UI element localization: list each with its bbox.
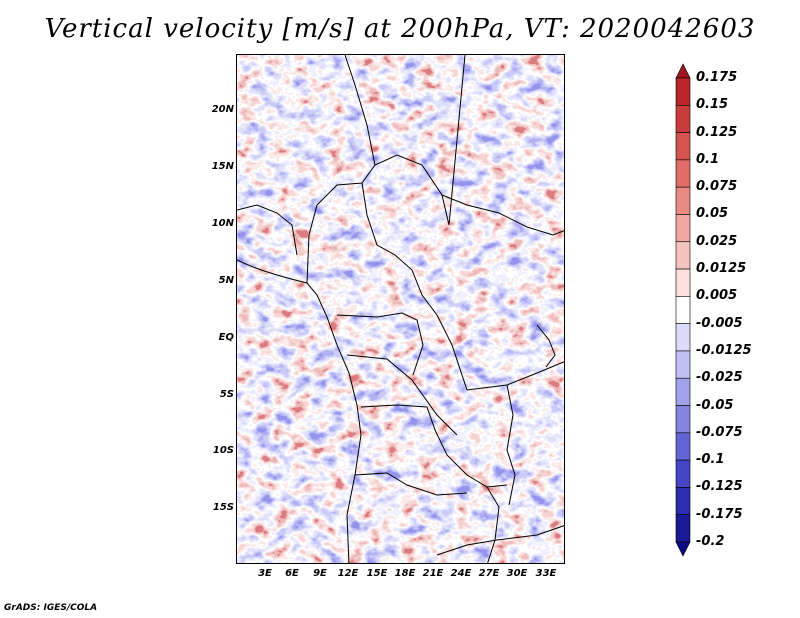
lat-tick-label: 20N <box>211 104 234 115</box>
velocity-field-map <box>237 55 564 563</box>
colorbar-tick-label: 0.0125 <box>696 261 747 277</box>
colorbar-cell <box>675 186 691 215</box>
lon-tick-label: 30E <box>506 568 528 579</box>
colorbar-tick-label: -0.005 <box>696 315 743 331</box>
colorbar-tick-label: -0.075 <box>696 424 743 440</box>
country-borders <box>237 55 564 563</box>
border <box>436 525 564 556</box>
colorbar-tick-label: -0.0125 <box>696 342 752 358</box>
lat-tick-label: 5N <box>218 275 234 286</box>
border <box>441 194 564 236</box>
colorbar-tick-label: -0.125 <box>696 479 743 495</box>
colorbar-tick-label: 0.075 <box>696 179 738 195</box>
colorbar-cell <box>675 268 691 297</box>
border <box>374 55 466 226</box>
lake-boundary <box>536 324 556 368</box>
colorbar-tick-label: -0.175 <box>696 506 743 522</box>
lat-tick-label: 10N <box>211 218 234 229</box>
credit-text: GrADS: IGES/COLA <box>4 603 98 613</box>
border <box>361 182 468 391</box>
border <box>360 404 508 488</box>
lon-tick-label: 21E <box>422 568 444 579</box>
lon-tick-label: 33E <box>535 568 557 579</box>
lon-tick-label: 24E <box>450 568 472 579</box>
border <box>306 55 376 284</box>
lon-tick-label: 27E <box>478 568 500 579</box>
colorbar-cell <box>675 377 691 406</box>
colorbar-cell <box>675 432 691 461</box>
colorbar-cell <box>675 159 691 188</box>
colorbar-tick-label: -0.025 <box>696 370 743 386</box>
border <box>336 312 424 376</box>
colorbar-tick-label: -0.2 <box>696 534 725 549</box>
lat-tick-label: 10S <box>212 445 234 456</box>
map-plot-area <box>236 54 565 564</box>
lake-boundary <box>506 384 516 506</box>
colorbar-cell <box>675 132 691 161</box>
colorbar-cell <box>675 241 691 270</box>
colorbar-cell <box>675 541 691 557</box>
colorbar-cell <box>675 459 691 488</box>
colorbar-tick-label: 0.175 <box>696 70 738 85</box>
colorbar-cell <box>675 405 691 434</box>
colorbar-cell <box>675 296 691 324</box>
colorbar-cell <box>675 514 691 543</box>
colorbar-cell <box>675 77 691 106</box>
colorbar-tick-label: -0.05 <box>696 397 734 413</box>
lon-tick-label: 3E <box>258 568 272 579</box>
lat-tick-label: 5S <box>219 389 234 400</box>
border <box>354 472 468 496</box>
lon-tick-label: 12E <box>337 568 359 579</box>
lat-tick-label: 15S <box>212 502 234 513</box>
ocean-convective-specks <box>237 255 347 405</box>
border <box>486 486 500 563</box>
lon-tick-label: 18E <box>394 568 416 579</box>
lon-tick-label: 15E <box>366 568 388 579</box>
colorbar-cell <box>675 214 691 243</box>
colorbar-tick-label: 0.15 <box>696 97 729 113</box>
colorbar-tick-label: 0.05 <box>696 206 729 222</box>
colorbar-tick-label: 0.005 <box>696 288 738 304</box>
border <box>346 354 458 436</box>
colorbar-tick-label: -0.1 <box>696 452 725 468</box>
lon-tick-label: 9E <box>313 568 327 579</box>
colorbar-tick-label: 0.1 <box>696 151 720 167</box>
colorbar-cell <box>675 487 691 516</box>
colorbar-tick-label: 0.125 <box>696 124 738 140</box>
lat-tick-label: 15N <box>211 161 234 172</box>
chart-title: Vertical velocity [m/s] at 200hPa, VT: 2… <box>44 14 756 44</box>
colorbar-tick-label: 0.025 <box>696 233 738 249</box>
lat-tick-label: EQ <box>218 332 234 343</box>
border <box>237 204 298 256</box>
colorbar-cell <box>675 323 691 352</box>
colorbar-cell <box>675 104 691 133</box>
colorbar-cell <box>675 350 691 379</box>
colorbar-cell <box>675 63 691 79</box>
lon-tick-label: 6E <box>285 568 299 579</box>
border <box>466 361 564 391</box>
